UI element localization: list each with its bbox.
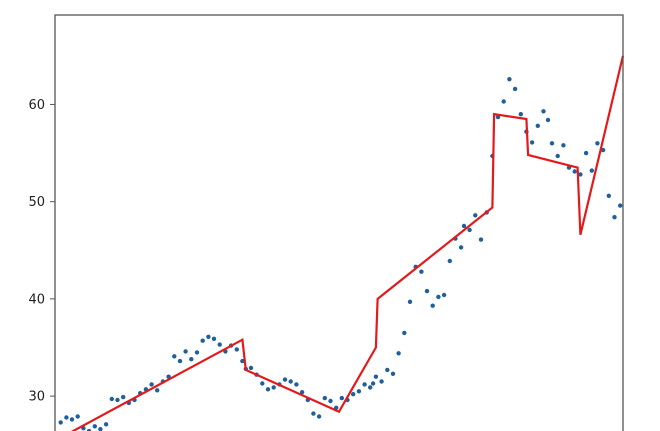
scatter-point xyxy=(461,223,467,229)
scatter-point xyxy=(441,292,447,298)
scatter-point xyxy=(69,417,75,422)
scatter-point xyxy=(507,77,512,82)
scatter-point xyxy=(555,153,560,159)
scatter-point xyxy=(600,147,606,153)
scatter-point xyxy=(618,203,623,208)
scatter-point xyxy=(282,377,288,382)
y-tick-label: 50 xyxy=(28,195,45,210)
scatter-point xyxy=(265,387,271,392)
scatter-point xyxy=(294,382,299,387)
scatter-point xyxy=(545,117,551,123)
plot-background xyxy=(55,15,623,431)
scatter-point xyxy=(373,374,379,379)
scatter-point xyxy=(356,389,362,394)
y-tick-label: 30 xyxy=(28,390,45,405)
scatter-point xyxy=(583,150,589,156)
scatter-point xyxy=(512,86,518,92)
scatter-point xyxy=(402,330,407,336)
scatter-point xyxy=(339,395,344,401)
scatter-point xyxy=(149,382,154,387)
scatter-point xyxy=(217,342,222,347)
scatter-point xyxy=(248,365,254,371)
scatter-point xyxy=(535,123,540,128)
scatter-point xyxy=(612,215,617,220)
scatter-point xyxy=(458,245,464,250)
scatter-point xyxy=(183,349,188,354)
y-axis: 30 40 50 60 xyxy=(28,98,55,405)
plot-frame xyxy=(54,14,624,431)
scatter-point xyxy=(362,382,367,387)
scatter-point xyxy=(311,411,316,416)
scatter-point xyxy=(606,193,611,198)
scatter-point xyxy=(172,354,177,359)
scatter-point xyxy=(379,379,384,384)
scatter-point xyxy=(595,141,600,146)
scatter-point xyxy=(316,414,322,419)
scatter-point xyxy=(288,379,293,384)
scatter-point xyxy=(478,237,484,242)
scatter-point xyxy=(64,415,69,420)
scatter-point xyxy=(109,396,115,402)
scatter-point xyxy=(385,367,390,373)
scatter-point xyxy=(92,424,98,429)
y-tick-label: 60 xyxy=(28,98,45,113)
scatter-point xyxy=(518,112,523,117)
scatter-point xyxy=(473,213,478,218)
scatter-point xyxy=(200,338,205,343)
y-tick-label: 40 xyxy=(28,292,45,307)
scatter-point xyxy=(436,294,441,300)
scatter-point xyxy=(424,288,430,294)
fit-line xyxy=(70,55,625,431)
scatter-point xyxy=(396,351,401,356)
scatter-point xyxy=(155,388,160,393)
scatter-point xyxy=(177,358,183,364)
scatter-point xyxy=(98,427,103,431)
scatter-point xyxy=(561,143,566,148)
scatter-point xyxy=(115,397,120,403)
scatter-point xyxy=(103,422,109,427)
scatter-point xyxy=(501,99,506,104)
scatter-point xyxy=(211,336,217,341)
scatter-point xyxy=(407,299,413,304)
scatter-point xyxy=(75,414,80,419)
scatter-point xyxy=(419,269,424,274)
scatter-point xyxy=(390,371,396,376)
scatter-point xyxy=(529,140,535,145)
scatter-point xyxy=(189,357,194,362)
scatter-point xyxy=(322,395,327,401)
scatter-point xyxy=(58,420,63,425)
scatter-point xyxy=(271,385,276,390)
scatter-point xyxy=(328,398,333,404)
fit-line-series xyxy=(70,55,625,431)
scatter-point xyxy=(351,392,356,397)
scatter-point xyxy=(467,227,472,233)
scatter-point xyxy=(260,381,265,386)
scatter-point xyxy=(578,172,583,177)
scatter-point xyxy=(589,168,594,173)
scatter-point xyxy=(541,109,546,114)
scatter-point xyxy=(206,334,211,339)
scatter-point xyxy=(370,381,376,386)
scatter-point xyxy=(234,347,239,352)
scatter-point xyxy=(194,350,200,355)
scatter-point xyxy=(430,303,435,308)
scatter-point xyxy=(121,394,126,400)
scatter-point xyxy=(240,358,245,364)
scatter-point xyxy=(368,385,373,390)
scatter-point xyxy=(549,141,555,146)
scatter-point xyxy=(299,390,305,395)
scatter-point xyxy=(447,258,452,264)
scatter-point xyxy=(86,428,92,431)
scatter-point xyxy=(572,169,577,174)
